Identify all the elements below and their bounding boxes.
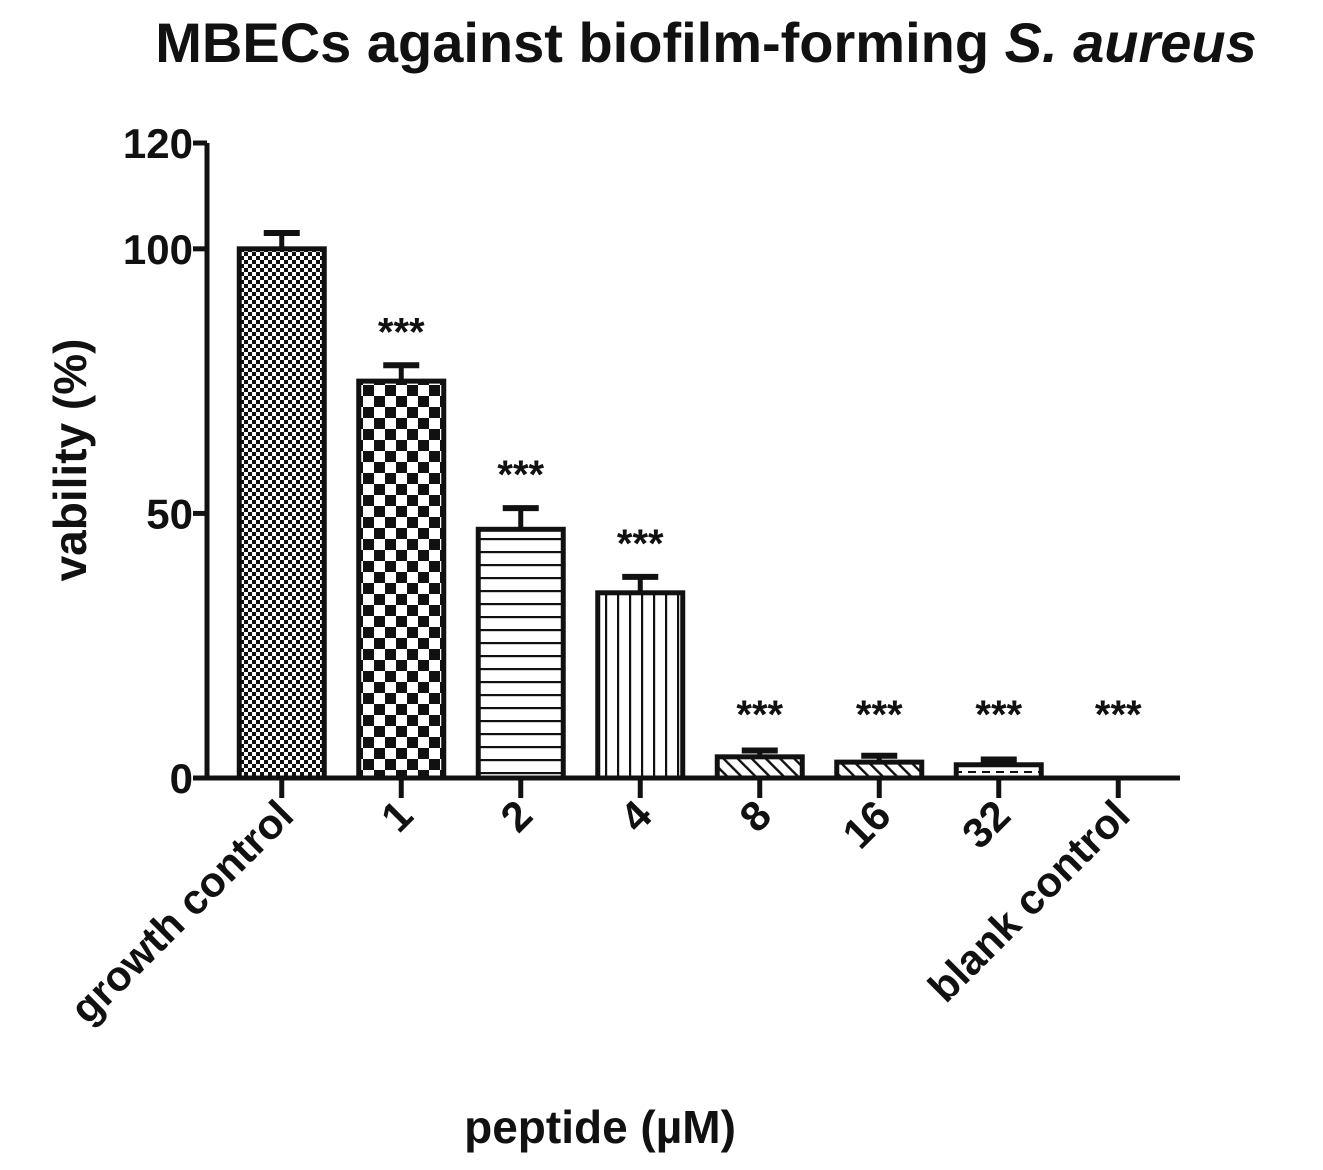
plot-area: 0 50 100 120 growth control *** 1 *** 2 *** 4 *** 8 *… xyxy=(61,120,1180,1032)
category-label: 8 xyxy=(730,791,780,841)
category-label: 4 xyxy=(611,791,661,841)
x-axis-label: peptide (µM) xyxy=(464,1101,736,1153)
y-tick-label: 100 xyxy=(123,226,193,273)
significance-label: *** xyxy=(856,693,903,737)
bar xyxy=(714,754,805,781)
significance-label: *** xyxy=(617,522,664,566)
significance-label: *** xyxy=(1095,693,1142,737)
y-axis-label: vability (%) xyxy=(44,339,96,582)
chart-title: MBECs against biofilm-forming S. aureus xyxy=(155,11,1256,74)
y-tick-label: 120 xyxy=(123,120,193,167)
category-label: 32 xyxy=(953,791,1019,857)
category-label: growth control xyxy=(61,791,302,1032)
bar xyxy=(475,526,566,781)
bar xyxy=(236,246,327,781)
significance-label: *** xyxy=(975,693,1022,737)
chart-title-italic: S. aureus xyxy=(1005,11,1257,74)
y-tick-label: 50 xyxy=(146,490,193,537)
significance-label: *** xyxy=(378,310,425,354)
category-label: 2 xyxy=(491,791,541,841)
significance-label: *** xyxy=(497,453,544,497)
chart-title-main: MBECs against biofilm-forming xyxy=(155,11,989,74)
bar xyxy=(595,590,686,781)
bar xyxy=(356,378,447,781)
y-tick-label: 0 xyxy=(170,755,193,802)
significance-label: *** xyxy=(736,693,783,737)
category-label: 16 xyxy=(833,791,899,857)
category-label: 1 xyxy=(372,791,422,841)
